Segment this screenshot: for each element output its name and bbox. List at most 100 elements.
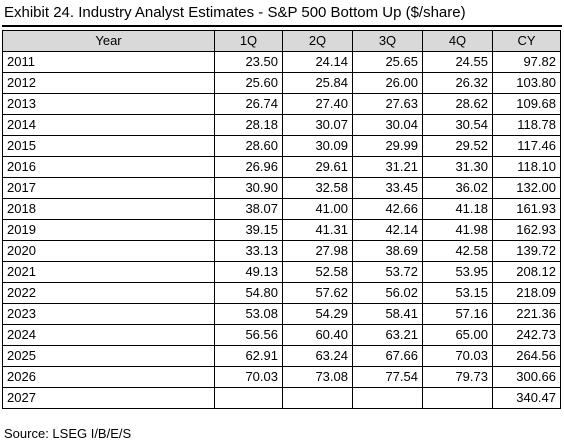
- cell-2q: 25.84: [282, 72, 353, 94]
- cell-year: 2027: [2, 387, 215, 409]
- cell-year: 2014: [2, 114, 215, 136]
- cell-cy: 118.78: [492, 114, 561, 136]
- cell-year: 2012: [2, 72, 215, 94]
- cell-3q: [352, 387, 423, 409]
- cell-4q: 31.30: [422, 156, 493, 178]
- cell-4q: 57.16: [422, 303, 493, 325]
- cell-4q: 42.58: [422, 240, 493, 262]
- cell-4q: [422, 387, 493, 409]
- cell-2q: 57.62: [282, 282, 353, 304]
- cell-cy: 97.82: [492, 51, 561, 73]
- table-row: 2026 70.03 73.08 77.54 79.73 300.66: [2, 366, 561, 388]
- cell-1q: 25.60: [214, 72, 283, 94]
- cell-1q: 26.96: [214, 156, 283, 178]
- table-row: 2015 28.60 30.09 29.99 29.52 117.46: [2, 135, 561, 157]
- cell-2q: 29.61: [282, 156, 353, 178]
- cell-cy: 117.46: [492, 135, 561, 157]
- column-header-cy: CY: [492, 30, 561, 52]
- cell-4q: 26.32: [422, 72, 493, 94]
- cell-4q: 41.98: [422, 219, 493, 241]
- cell-4q: 41.18: [422, 198, 493, 220]
- title-underline: [2, 25, 562, 27]
- cell-1q: 33.13: [214, 240, 283, 262]
- cell-cy: 264.56: [492, 345, 561, 367]
- cell-1q: 49.13: [214, 261, 283, 283]
- cell-3q: 67.66: [352, 345, 423, 367]
- cell-year: 2021: [2, 261, 215, 283]
- cell-2q: 30.07: [282, 114, 353, 136]
- column-header-4q: 4Q: [422, 30, 493, 52]
- cell-4q: 53.95: [422, 261, 493, 283]
- cell-cy: 218.09: [492, 282, 561, 304]
- cell-3q: 63.21: [352, 324, 423, 346]
- table-row: 2018 38.07 41.00 42.66 41.18 161.93: [2, 198, 561, 220]
- cell-2q: 41.31: [282, 219, 353, 241]
- cell-4q: 24.55: [422, 51, 493, 73]
- cell-1q: 38.07: [214, 198, 283, 220]
- cell-3q: 33.45: [352, 177, 423, 199]
- cell-2q: 41.00: [282, 198, 353, 220]
- table-row: 2022 54.80 57.62 56.02 53.15 218.09: [2, 282, 561, 304]
- table-row: 2027 340.47: [2, 387, 561, 409]
- cell-3q: 77.54: [352, 366, 423, 388]
- cell-2q: 27.98: [282, 240, 353, 262]
- cell-2q: 54.29: [282, 303, 353, 325]
- table-row: 2011 23.50 24.14 25.65 24.55 97.82: [2, 51, 561, 73]
- table-row: 2025 62.91 63.24 67.66 70.03 264.56: [2, 345, 561, 367]
- cell-4q: 79.73: [422, 366, 493, 388]
- cell-cy: 161.93: [492, 198, 561, 220]
- table-row: 2024 56.56 60.40 63.21 65.00 242.73: [2, 324, 561, 346]
- cell-year: 2015: [2, 135, 215, 157]
- cell-year: 2020: [2, 240, 215, 262]
- cell-1q: 28.60: [214, 135, 283, 157]
- cell-cy: 139.72: [492, 240, 561, 262]
- cell-cy: 162.93: [492, 219, 561, 241]
- cell-year: 2019: [2, 219, 215, 241]
- table-row: 2017 30.90 32.58 33.45 36.02 132.00: [2, 177, 561, 199]
- cell-year: 2011: [2, 51, 215, 73]
- table-row: 2023 53.08 54.29 58.41 57.16 221.36: [2, 303, 561, 325]
- table-header-row: Year 1Q 2Q 3Q 4Q CY: [2, 30, 561, 52]
- cell-3q: 29.99: [352, 135, 423, 157]
- cell-2q: [282, 387, 353, 409]
- table-row: 2014 28.18 30.07 30.04 30.54 118.78: [2, 114, 561, 136]
- cell-year: 2013: [2, 93, 215, 115]
- cell-3q: 56.02: [352, 282, 423, 304]
- cell-3q: 42.66: [352, 198, 423, 220]
- table-row: 2020 33.13 27.98 38.69 42.58 139.72: [2, 240, 561, 262]
- cell-4q: 28.62: [422, 93, 493, 115]
- table-row: 2021 49.13 52.58 53.72 53.95 208.12: [2, 261, 561, 283]
- cell-year: 2024: [2, 324, 215, 346]
- cell-1q: 53.08: [214, 303, 283, 325]
- cell-1q: 28.18: [214, 114, 283, 136]
- cell-3q: 53.72: [352, 261, 423, 283]
- cell-1q: 30.90: [214, 177, 283, 199]
- cell-year: 2017: [2, 177, 215, 199]
- cell-2q: 27.40: [282, 93, 353, 115]
- table-row: 2013 26.74 27.40 27.63 28.62 109.68: [2, 93, 561, 115]
- cell-year: 2025: [2, 345, 215, 367]
- cell-1q: 26.74: [214, 93, 283, 115]
- cell-year: 2023: [2, 303, 215, 325]
- cell-1q: 56.56: [214, 324, 283, 346]
- exhibit-title: Exhibit 24. Industry Analyst Estimates -…: [4, 4, 466, 21]
- cell-cy: 340.47: [492, 387, 561, 409]
- cell-3q: 58.41: [352, 303, 423, 325]
- cell-3q: 31.21: [352, 156, 423, 178]
- cell-4q: 30.54: [422, 114, 493, 136]
- table-row: 2019 39.15 41.31 42.14 41.98 162.93: [2, 219, 561, 241]
- cell-3q: 42.14: [352, 219, 423, 241]
- cell-3q: 30.04: [352, 114, 423, 136]
- cell-3q: 26.00: [352, 72, 423, 94]
- cell-1q: [214, 387, 283, 409]
- cell-year: 2018: [2, 198, 215, 220]
- cell-cy: 109.68: [492, 93, 561, 115]
- table-row: 2016 26.96 29.61 31.21 31.30 118.10: [2, 156, 561, 178]
- cell-2q: 32.58: [282, 177, 353, 199]
- cell-3q: 25.65: [352, 51, 423, 73]
- cell-cy: 132.00: [492, 177, 561, 199]
- cell-cy: 221.36: [492, 303, 561, 325]
- cell-1q: 70.03: [214, 366, 283, 388]
- cell-2q: 24.14: [282, 51, 353, 73]
- column-header-2q: 2Q: [282, 30, 353, 52]
